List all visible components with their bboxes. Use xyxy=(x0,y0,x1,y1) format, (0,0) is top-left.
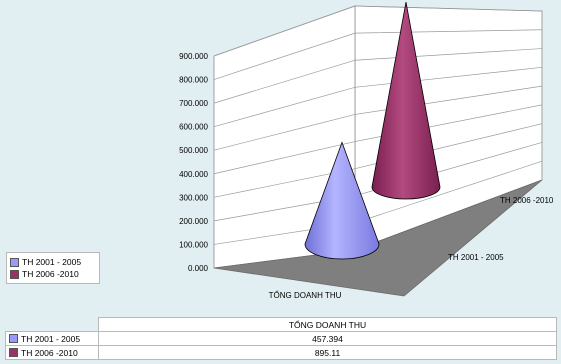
gridline xyxy=(213,29,543,80)
legend-swatch xyxy=(10,269,19,279)
cone-body xyxy=(304,141,380,260)
legend-label: TH 2006 -2010 xyxy=(22,269,79,279)
gridline xyxy=(213,85,543,151)
data-table-corner xyxy=(6,318,99,332)
y-tick-label: 500.000 xyxy=(179,146,208,155)
gridline xyxy=(213,66,543,128)
gridline xyxy=(213,123,543,198)
table-swatch xyxy=(9,334,18,343)
y-axis-ticks: 0.000 100.000 200.000 300.000 400.000 500.000… xyxy=(179,52,208,273)
floor xyxy=(213,179,543,297)
legend-item: TH 2006 -2010 xyxy=(10,268,96,280)
depth-label: TH 2001 - 2005 xyxy=(448,253,504,262)
gridline xyxy=(213,48,543,104)
cone xyxy=(304,141,380,260)
gridline xyxy=(213,5,543,57)
data-table: TỔNG DOANH THU TH 2001 - 2005 457.394 TH… xyxy=(5,317,557,360)
table-swatch xyxy=(9,348,18,357)
y-tick-label: 800.000 xyxy=(179,76,208,85)
cones xyxy=(304,1,441,260)
y-tick-label: 400.000 xyxy=(179,170,208,179)
data-table-header: TỔNG DOANH THU xyxy=(98,317,557,332)
table-row: TH 2006 -2010 895.11 xyxy=(5,345,557,360)
depth-axis-labels: TH 2001 - 2005 TH 2006 -2010 xyxy=(448,196,554,262)
table-row-label: TH 2006 -2010 xyxy=(5,345,99,360)
legend-item: TH 2001 - 2005 xyxy=(10,256,96,268)
y-tick-label: 900.000 xyxy=(179,52,208,61)
table-row-value: 895.11 xyxy=(98,345,557,360)
data-table-header-row: TỔNG DOANH THU xyxy=(6,317,557,332)
table-row: TH 2001 - 2005 457.394 xyxy=(5,331,557,346)
legend-label: TH 2001 - 2005 xyxy=(22,257,82,267)
table-row-label: TH 2001 - 2005 xyxy=(5,331,99,346)
table-row-label-text: TH 2001 - 2005 xyxy=(21,333,81,344)
cone xyxy=(371,1,441,200)
gridline xyxy=(213,104,543,175)
y-tick-label: 700.000 xyxy=(179,99,208,108)
y-tick-label: 600.000 xyxy=(179,123,208,132)
table-row-value: 457.394 xyxy=(98,331,557,346)
y-tick-label: 300.000 xyxy=(179,193,208,202)
y-tick-label: 200.000 xyxy=(179,217,208,226)
y-tick-label: 0.000 xyxy=(188,264,209,273)
y-tick-label: 100.000 xyxy=(179,240,208,249)
category-label: TỔNG DOANH THU xyxy=(269,291,342,300)
table-row-label-text: TH 2006 -2010 xyxy=(21,347,78,358)
gridlines xyxy=(213,5,543,245)
legend-swatch xyxy=(10,257,19,267)
cone-body xyxy=(371,1,441,200)
legend: TH 2001 - 2005 TH 2006 -2010 xyxy=(6,252,100,284)
depth-label: TH 2006 -2010 xyxy=(500,196,554,205)
